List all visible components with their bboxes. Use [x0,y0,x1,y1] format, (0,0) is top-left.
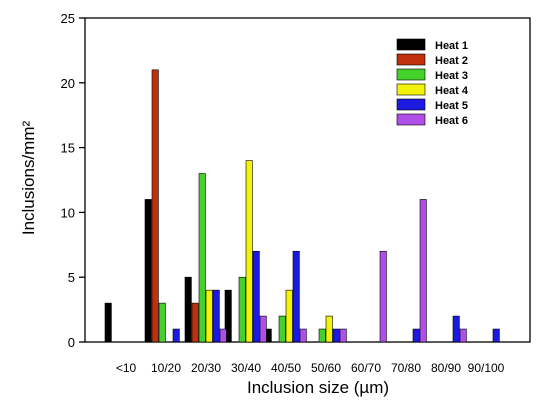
x-tick-label: <10 [116,361,137,375]
y-axis: 0 5 10 15 20 25 [61,11,85,350]
bar-heat-6-3040 [259,315,267,343]
legend-swatch [396,53,426,66]
bars-group [104,69,500,343]
bar-heat-5-1020 [172,328,180,343]
x-tick-label: 40/50 [271,361,301,375]
bar-heat-6-8090 [459,328,467,343]
x-axis-title: Inclusion size (µm) [247,378,389,397]
bar-heat-5-3040 [252,250,260,343]
bar-heat-3-2030 [198,173,206,343]
bar-heat-4-4050 [285,289,293,343]
bar-heat-6-5060 [339,328,347,343]
bar-heat-5-2030 [212,289,220,343]
bar-heat-4-5060 [325,315,333,343]
legend-label: Heat 3 [435,70,468,82]
plot-frame [84,17,531,343]
bar-heat-5-8090 [452,315,460,343]
legend-label: Heat 5 [435,100,468,112]
legend: Heat 1 Heat 2 Heat 3 Heat 4 Heat 5 Heat 6 [396,38,469,127]
y-tick-label: 10 [61,205,75,220]
legend-swatch [396,68,426,81]
bar-heat-1-3040 [224,289,232,343]
bar-heat-5-7080 [412,328,420,343]
x-tick-label: 80/90 [431,361,461,375]
bar-heat-6-6070 [379,250,387,343]
bar-heat-5-5060 [332,328,340,343]
x-axis: <10 10/20 20/30 30/40 40/50 50/60 60/70 70/80 80… [116,361,505,375]
y-tick-label: 15 [61,141,75,156]
legend-label: Heat 4 [435,85,469,97]
y-tick-label: 20 [61,76,75,91]
bar-heat-2-2030 [191,302,199,343]
bar-heat-6-4050 [299,328,307,343]
bar-heat-3-3040 [238,276,246,343]
x-tick-label: 20/30 [191,361,221,375]
bar-heat-5-4050 [292,250,300,343]
y-tick-label: 0 [68,335,75,350]
x-tick-label: 30/40 [231,361,261,375]
legend-label: Heat 1 [435,40,468,52]
y-tick-label: 25 [61,11,75,26]
x-tick-label: 70/80 [391,361,421,375]
bar-heat-3-4050 [278,315,286,343]
legend-label: Heat 6 [435,115,468,127]
bar-heat-4-2030 [205,289,213,343]
legend-label: Heat 2 [435,55,468,67]
bar-heat-1-1020 [144,199,152,343]
y-axis-title: Inclusions/mm² [19,121,38,236]
bar-heat-4-3040 [245,160,253,343]
bar-heat-6-7080 [419,199,427,343]
plot-area [84,17,531,343]
y-tick-label: 5 [68,270,75,285]
x-tick-label: 10/20 [151,361,181,375]
x-tick-label: 60/70 [351,361,381,375]
bar-heat-6-2030 [219,328,227,343]
legend-swatch [396,83,426,96]
bar-heat-5-90100 [492,328,500,343]
x-tick-label: 90/100 [468,361,505,375]
legend-swatch [396,38,426,51]
bar-heat-1-10 [104,302,112,343]
bar-heat-2-1020 [151,69,159,343]
legend-swatch [396,98,426,111]
x-tick-label: 50/60 [311,361,341,375]
legend-swatch [396,113,426,126]
bar-heat-3-1020 [158,302,166,343]
bar-heat-1-2030 [184,276,192,343]
bar-heat-3-5060 [318,328,326,343]
